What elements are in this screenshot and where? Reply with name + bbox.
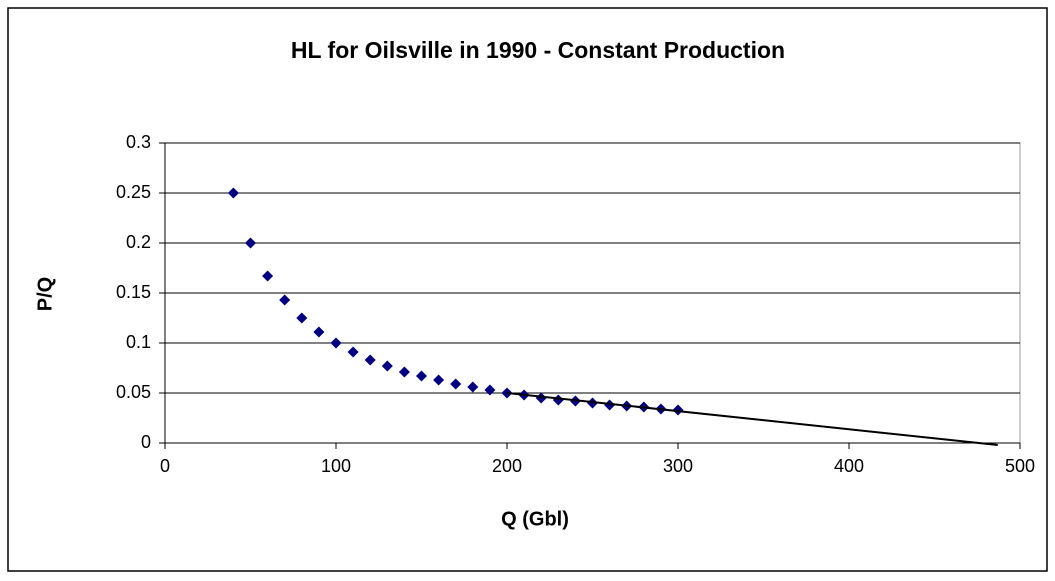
x-tick-label: 0 [160,456,170,476]
point [604,399,616,411]
point [262,270,274,282]
y-axis-label: P/Q [34,277,56,311]
x-tick-label: 300 [663,456,693,476]
x-tick-label: 100 [321,456,351,476]
x-tick-label: 500 [1005,456,1035,476]
point [279,294,291,306]
y-tick-label: 0.3 [126,132,151,152]
y-tick-label: 0.2 [126,232,151,252]
point [245,237,256,249]
y-tick-label: 0 [141,432,151,452]
x-tick-label: 200 [492,456,522,476]
point [467,381,479,393]
y-tick-label: 0.05 [116,382,151,402]
point [313,326,325,338]
chart-title: HL for Oilsville in 1990 - Constant Prod… [291,37,785,63]
point [330,337,342,349]
x-tick-label: 400 [834,456,864,476]
point [296,312,308,324]
chart-border [7,7,1048,572]
point [450,378,462,390]
trendline [506,392,998,446]
point [535,392,547,404]
point [381,360,393,372]
x-axis-label: Q (Gbl) [501,508,569,530]
point [227,187,239,199]
point [672,404,684,416]
y-tick-label: 0.1 [126,332,151,352]
point [484,384,496,396]
point [416,370,427,382]
y-tick-label: 0.15 [116,282,151,302]
point [364,354,376,366]
point [347,346,359,358]
point [398,366,410,378]
point [433,374,445,386]
y-tick-label: 0.25 [116,182,151,202]
